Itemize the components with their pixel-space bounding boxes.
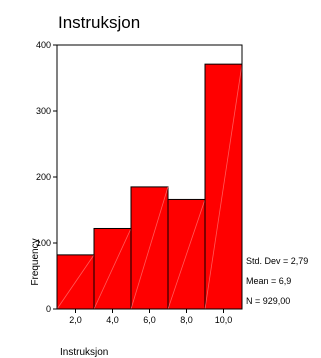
chart-title: Instruksjon — [58, 13, 140, 32]
bar-shade-line — [130, 186, 169, 310]
x-axis-label: Instruksjon — [60, 347, 108, 358]
bar-shade-line — [93, 228, 132, 310]
x-tick-label: 8,0 — [180, 315, 193, 325]
y-axis: 0 100 200 300 400 — [36, 40, 57, 314]
mean-stat: Mean = 6,9 — [246, 276, 291, 286]
y-tick-label: 400 — [36, 40, 51, 50]
x-tick-label: 2,0 — [69, 315, 82, 325]
n-stat: N = 929,00 — [246, 296, 290, 306]
y-tick-label: 100 — [36, 238, 51, 248]
x-tick-label: 10,0 — [215, 315, 233, 325]
bar-shade-line — [56, 254, 95, 310]
y-tick-label: 300 — [36, 106, 51, 116]
y-tick-label: 0 — [46, 304, 51, 314]
bar-shade-line — [204, 64, 243, 310]
y-axis-label: Frequency — [30, 238, 41, 285]
x-tick-label: 4,0 — [106, 315, 119, 325]
bar-shade-line — [167, 199, 206, 310]
plot-frame — [56, 44, 243, 310]
x-axis: 2,0 4,0 6,0 8,0 10,0 — [69, 309, 232, 325]
std-dev-stat: Std. Dev = 2,79 — [246, 256, 308, 266]
y-tick-label: 200 — [36, 172, 51, 182]
x-tick-label: 6,0 — [143, 315, 156, 325]
bar-group — [56, 63, 243, 310]
